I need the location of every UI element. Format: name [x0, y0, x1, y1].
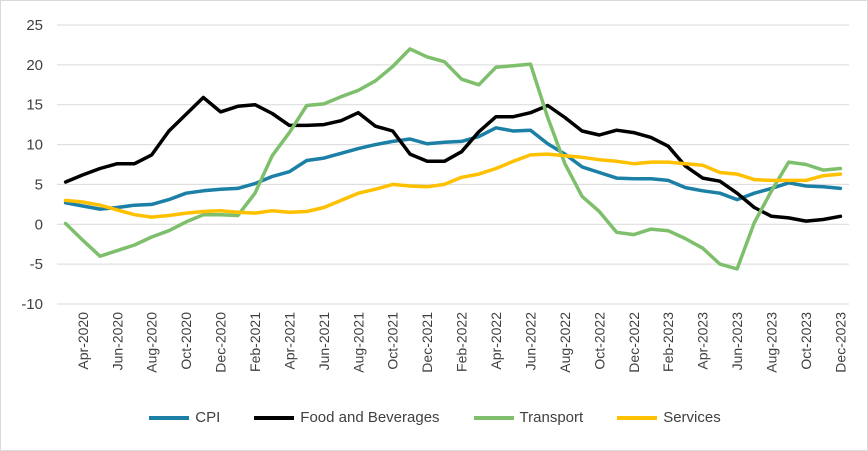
x-axis-tick-labels: Apr-2020 Jun-2020 Aug-2020 Oct-2020 Dec-2020… [75, 312, 849, 373]
legend-swatch-food-and-beverages [254, 415, 295, 420]
y-tick-label: 0 [35, 216, 43, 233]
x-tick-label: Jun-2020 [109, 312, 125, 371]
legend: CPI Food and Beverages Transport Service… [1, 409, 868, 426]
x-tick-label: Dec-2021 [419, 312, 435, 373]
series-line-transport [63, 47, 843, 271]
y-tick-label: 25 [26, 17, 43, 34]
legend-item-services: Services [617, 409, 721, 426]
legend-label-transport: Transport [519, 409, 584, 426]
series-line-cpi [63, 126, 843, 211]
x-tick-label: Jun-2023 [729, 312, 745, 371]
y-tick-label: 10 [26, 137, 43, 154]
x-tick-label: Oct-2020 [178, 312, 194, 370]
legend-label-food-and-beverages: Food and Beverages [300, 409, 440, 426]
y-tick-label: -5 [30, 256, 43, 273]
x-tick-label: Apr-2021 [281, 312, 297, 370]
legend-swatch-transport [473, 415, 514, 420]
legend-item-transport: Transport [473, 409, 584, 426]
x-tick-label: Jun-2021 [316, 312, 332, 371]
x-tick-label: Oct-2021 [385, 312, 401, 370]
x-tick-label: Aug-2022 [557, 312, 573, 373]
legend-label-services: Services [663, 409, 721, 426]
y-tick-label: 15 [26, 97, 43, 114]
y-axis-tick-labels: -10 -5 0 5 10 15 20 25 [21, 17, 43, 313]
x-tick-label: Feb-2023 [660, 312, 676, 372]
x-tick-label: Aug-2020 [144, 312, 160, 373]
x-tick-label: Feb-2022 [454, 312, 470, 372]
y-tick-label: -10 [21, 296, 43, 313]
x-tick-label: Apr-2023 [695, 312, 711, 370]
gridlines [57, 24, 849, 305]
x-tick-label: Jun-2022 [522, 312, 538, 371]
legend-item-cpi: CPI [149, 409, 220, 426]
legend-item-food-and-beverages: Food and Beverages [254, 409, 440, 426]
x-tick-label: Apr-2020 [75, 312, 91, 370]
series-line-food-and-beverages [63, 95, 843, 223]
x-tick-label: Oct-2022 [591, 312, 607, 370]
x-tick-label: Dec-2023 [832, 312, 848, 373]
x-tick-label: Dec-2022 [626, 312, 642, 373]
x-tick-label: Apr-2022 [488, 312, 504, 370]
x-tick-label: Dec-2020 [213, 312, 229, 373]
legend-swatch-services [617, 415, 658, 420]
x-tick-label: Oct-2023 [798, 312, 814, 370]
legend-label-cpi: CPI [195, 409, 221, 426]
y-tick-label: 5 [35, 176, 43, 193]
y-tick-label: 20 [26, 57, 43, 74]
x-tick-label: Feb-2021 [247, 312, 263, 372]
series-line-services [63, 152, 843, 219]
x-tick-label: Aug-2021 [350, 312, 366, 373]
chart-plot: -10 -5 0 5 10 15 20 25 Apr-2020 Jun-2020 Aug-2020… [21, 17, 849, 373]
series-lines [63, 47, 843, 271]
x-tick-label: Aug-2023 [764, 312, 780, 373]
legend-swatch-cpi [149, 415, 190, 420]
